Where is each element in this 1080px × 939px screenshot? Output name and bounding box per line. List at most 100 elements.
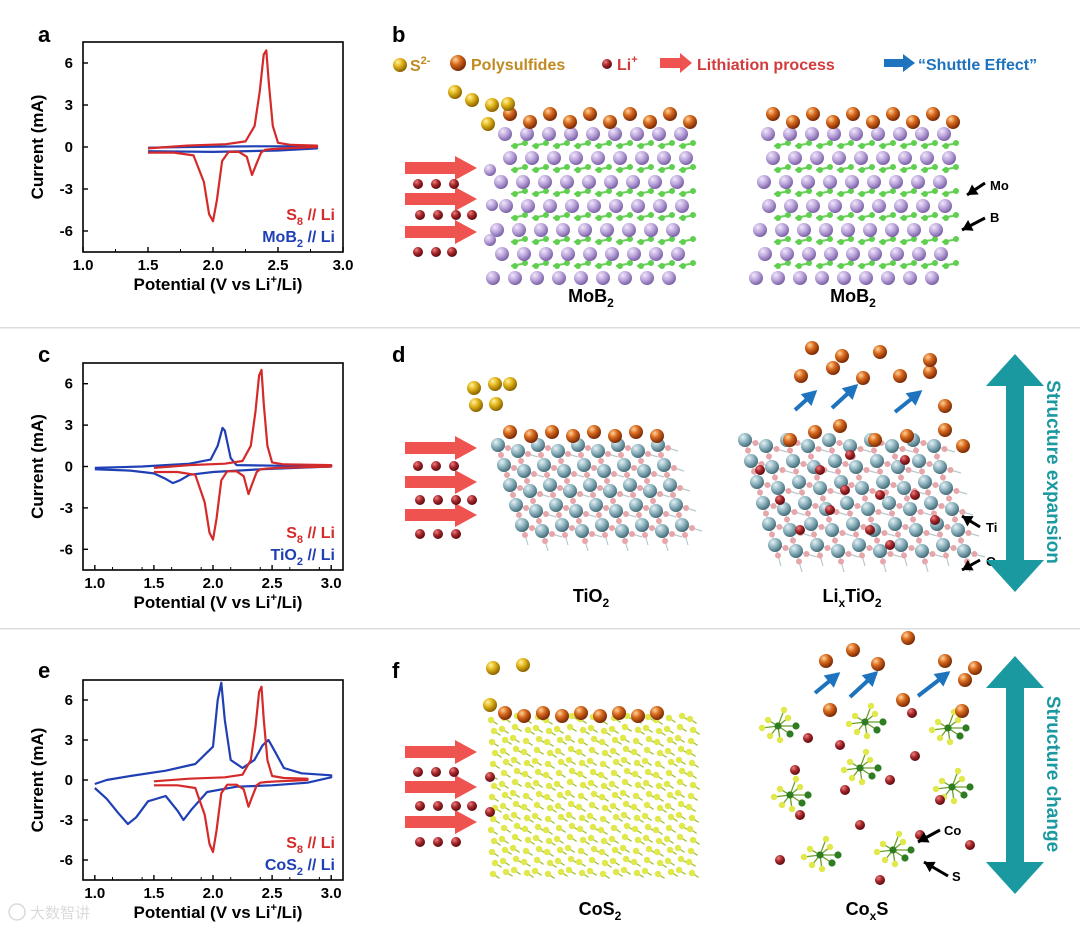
sulfur-atom <box>688 759 696 767</box>
x-axis-label-tail: /Li) <box>277 593 303 612</box>
oxygen-atom <box>847 510 853 517</box>
oxygen-atom <box>602 532 608 538</box>
mo-atom <box>889 175 903 189</box>
li-ion <box>775 855 785 865</box>
li-ion <box>803 733 813 743</box>
li-ion <box>885 540 895 550</box>
y-axis-label: Current (mA) <box>28 95 47 200</box>
boron-atom <box>575 167 581 173</box>
ti-atom <box>563 484 577 498</box>
cluster-atom <box>889 846 897 854</box>
polysulfide <box>901 631 915 645</box>
cluster-atom <box>834 851 842 859</box>
pointer-arrow-head <box>967 184 979 195</box>
ti-atom <box>523 484 537 498</box>
legend-lithiation: Lithiation process <box>697 57 835 74</box>
mo-atom <box>872 199 886 213</box>
cluster-atom <box>822 835 830 843</box>
sulfur-atom <box>531 812 539 820</box>
ti-atom <box>957 544 971 558</box>
sulfur-atom <box>598 848 606 856</box>
mo-atom <box>890 247 904 261</box>
oxygen-atom <box>776 524 783 530</box>
boron-atom <box>796 239 802 245</box>
lithiation-arrow <box>405 740 477 764</box>
oxygen-atom <box>631 465 637 471</box>
oxygen-atom <box>542 538 548 544</box>
sulfur-atom <box>588 801 596 809</box>
sulfur-atom <box>622 855 630 863</box>
sulfur-atom <box>633 814 641 822</box>
boron-atom <box>669 236 675 242</box>
x-axis-label-sup: + <box>271 274 277 286</box>
x-tick-label: 3.0 <box>333 257 354 274</box>
cluster-atom <box>934 718 942 726</box>
sulfur-atom <box>645 735 653 743</box>
oxygen-atom <box>862 495 868 502</box>
oxygen-atom <box>868 516 874 523</box>
ti-atom <box>517 464 531 478</box>
sulfur-atom <box>500 824 508 832</box>
li-ion <box>433 210 443 220</box>
sulfur-atom <box>677 855 685 863</box>
cluster-atom <box>786 730 794 738</box>
li-ion <box>840 785 850 795</box>
boron-atom <box>953 236 959 242</box>
boron-atom <box>880 215 886 221</box>
ti-atom <box>945 502 959 516</box>
ti-atom <box>813 481 827 495</box>
boron-atom <box>522 164 528 170</box>
sulfur-atom <box>555 769 563 777</box>
sulfur-atom <box>676 778 684 786</box>
boron-atom <box>869 140 875 146</box>
boron-atom <box>575 191 581 197</box>
oxygen-atom <box>563 505 569 511</box>
boron-atom <box>848 260 854 266</box>
polysulfide <box>545 425 559 439</box>
boron-atom <box>785 260 791 266</box>
boron-atom <box>869 236 875 242</box>
boron-atom <box>817 263 823 269</box>
polysulfide <box>806 107 820 121</box>
oxygen-atom <box>772 474 778 481</box>
mo-atom <box>679 151 693 165</box>
oxygen-atom <box>517 485 523 491</box>
boron-atom <box>827 236 833 242</box>
mo-atom <box>911 175 925 189</box>
li-ion <box>930 515 940 525</box>
oxygen-atom <box>689 525 695 531</box>
sulfur-atom <box>501 791 509 799</box>
mob2-right-label: MoB2 <box>830 286 876 310</box>
li-ion <box>433 801 443 811</box>
sulfur-atom <box>608 725 616 733</box>
boron-atom <box>848 212 854 218</box>
mo-atom <box>934 247 948 261</box>
boron-atom <box>932 236 938 242</box>
mo-atom <box>670 175 684 189</box>
legend-sub: 2 <box>297 556 303 568</box>
series-legend-0: S8 // Li <box>286 835 335 856</box>
mo-atom <box>903 271 917 285</box>
oxygen-atom <box>793 468 799 475</box>
sulfur-atom <box>532 779 540 787</box>
oxygen-atom <box>656 518 662 524</box>
ti-atom <box>771 481 785 495</box>
oxygen-atom <box>636 512 642 518</box>
mo-atom <box>552 271 566 285</box>
sulfur-atom <box>566 778 574 786</box>
mo-atom <box>788 151 802 165</box>
boron-atom <box>659 239 665 245</box>
oxygen-atom <box>605 451 611 457</box>
sulfur-atom <box>653 793 661 801</box>
sulfur-atom <box>498 780 506 788</box>
oxygen-atom <box>899 446 906 452</box>
oxygen-atom <box>958 537 964 544</box>
legend-s2-label: S2- <box>410 55 431 75</box>
oxygen-atom <box>657 491 663 497</box>
boron-atom <box>659 191 665 197</box>
x-tick-label: 2.0 <box>203 885 224 902</box>
boron-atom <box>564 212 570 218</box>
sulfur-atom <box>663 835 671 843</box>
sulfur-atom <box>487 826 495 834</box>
boron-atom <box>785 164 791 170</box>
